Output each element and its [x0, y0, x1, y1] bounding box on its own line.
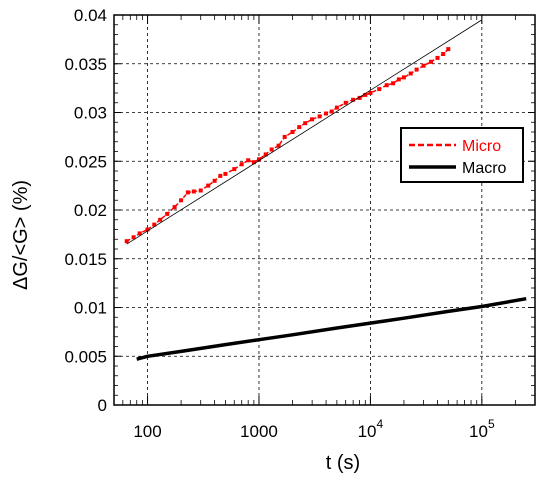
micro-data-point [317, 114, 322, 119]
micro-data-point [131, 235, 136, 240]
micro-data-point [396, 77, 401, 82]
micro-data-point [137, 231, 142, 236]
plot-frame [113, 14, 536, 406]
x-tick-label: 105 [469, 417, 495, 441]
legend-box [400, 127, 524, 183]
micro-data-point [251, 160, 256, 165]
micro-data-point [429, 59, 433, 64]
y-tick-label: 0.03 [74, 104, 107, 123]
y-tick-label: 0.04 [74, 6, 107, 25]
micro-data-point [206, 183, 211, 188]
micro-data-point [408, 71, 413, 76]
micro-data-point [446, 47, 451, 52]
micro-data-point [343, 100, 348, 105]
micro-data-point [198, 188, 203, 193]
micro-data-point [223, 171, 228, 176]
x-tick-label: 104 [358, 417, 384, 441]
micro-data-point [191, 189, 196, 194]
micro-data-point [384, 83, 389, 88]
micro-data-point [158, 217, 163, 222]
y-tick-label: 0.025 [64, 152, 107, 171]
micro-data-point [368, 91, 373, 95]
micro-data-point [414, 67, 419, 72]
micro-data-point [351, 97, 356, 102]
micro-data-point [269, 147, 274, 152]
micro-data-point [257, 157, 261, 162]
micro-data-point [232, 167, 237, 172]
micro-data-point [435, 55, 440, 60]
y-axis-label: ΔG/<G> (%) [10, 180, 32, 290]
micro-data-point [441, 52, 446, 56]
series-layer [124, 19, 527, 361]
micro-data-point [290, 130, 295, 134]
micro-data-point [239, 162, 244, 167]
y-tick-label: 0 [98, 396, 107, 415]
micro-data-point [185, 190, 190, 195]
micro-data-point [391, 81, 396, 86]
micro-data-point [303, 121, 308, 126]
y-tick-label: 0.035 [64, 55, 107, 74]
micro-data-point [152, 222, 157, 227]
legend-macro-label: Macro [462, 160, 507, 177]
macro-series-line [136, 296, 527, 361]
micro-data-point [401, 75, 406, 80]
micro-data-point [334, 105, 339, 110]
micro-data-point [297, 125, 302, 130]
micro-data-point [329, 109, 334, 114]
y-tick-labels: 0 0.005 0.01 0.015 0.02 0.025 0.03 0.035 0.04 [64, 6, 107, 415]
legend-micro-label: Micro [462, 138, 501, 155]
micro-data-point [421, 63, 426, 68]
micro-data-point [246, 158, 251, 163]
x-axis-label: t (s) [326, 452, 360, 474]
micro-data-point [212, 178, 217, 183]
micro-data-point [218, 173, 223, 178]
micro-data-point [124, 239, 129, 244]
x-tick-label: 100 [133, 422, 161, 441]
micro-data-point [263, 152, 268, 157]
micro-fit-line [126, 19, 483, 245]
micro-data-point [165, 211, 170, 216]
y-tick-label: 0.02 [74, 201, 107, 220]
x-tick-label: 1000 [240, 422, 278, 441]
micro-data-point [172, 205, 177, 210]
x-tick-labels: 100 1000 104 105 [133, 417, 495, 441]
y-tick-label: 0.005 [64, 347, 107, 366]
micro-data-point [363, 92, 368, 97]
legend: Micro Macro [400, 127, 524, 183]
y-tick-label: 0.01 [74, 299, 107, 318]
micro-data-point [377, 87, 382, 92]
micro-data-point [282, 134, 287, 139]
micro-data-point [324, 111, 329, 116]
micro-data-point [145, 227, 150, 232]
micro-data-point [357, 95, 362, 100]
micro-data-point [310, 117, 315, 122]
micro-series-line [126, 48, 449, 242]
y-tick-label: 0.015 [64, 250, 107, 269]
micro-data-point [276, 143, 281, 148]
micro-data-point [179, 198, 184, 203]
